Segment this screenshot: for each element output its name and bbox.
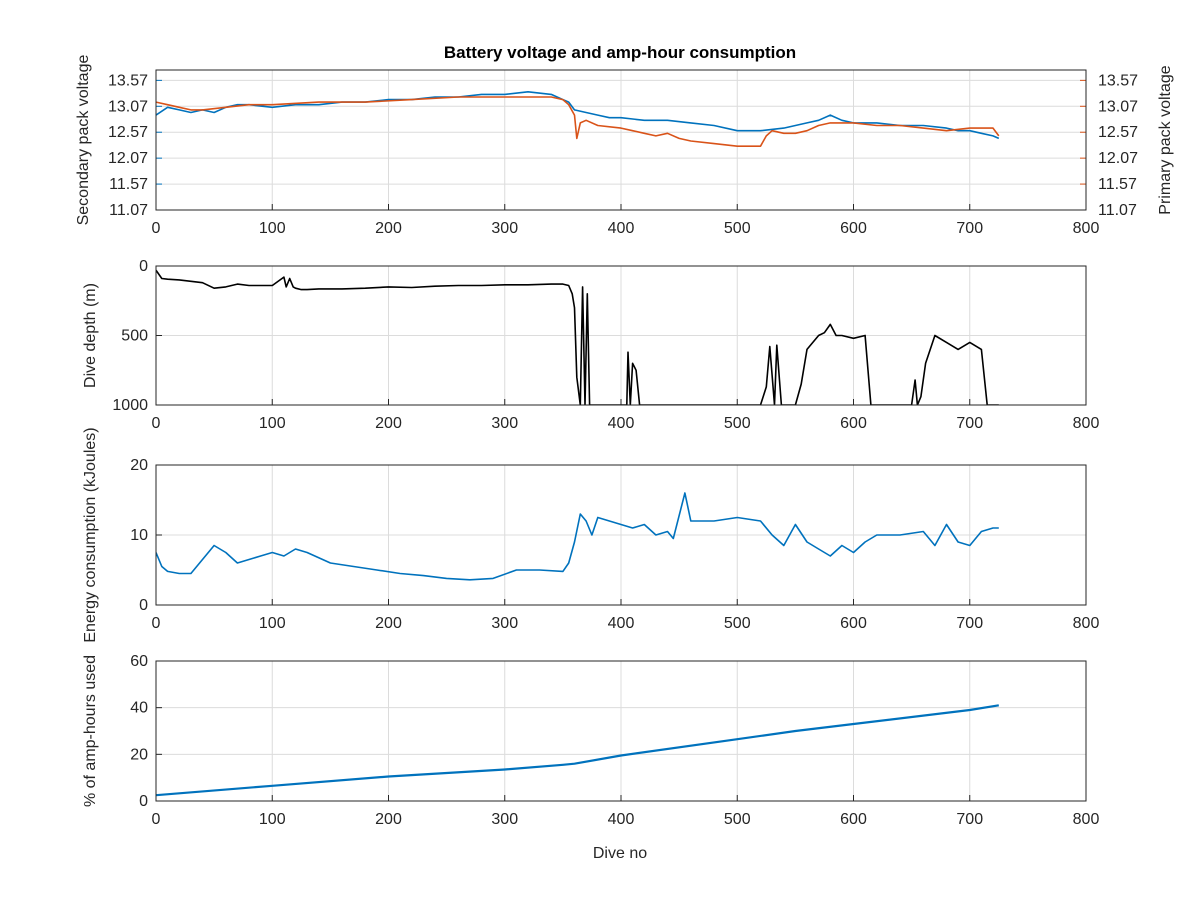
y-tick-label: 10 — [130, 527, 148, 544]
energy-consumption-line — [156, 492, 999, 581]
x-tick-label: 100 — [259, 811, 286, 828]
x-tick-label: 0 — [152, 220, 161, 237]
x-tick-label: 200 — [375, 220, 402, 237]
x-tick-label: 800 — [1073, 615, 1100, 632]
x-tick-label: 200 — [375, 811, 402, 828]
x-tick-label: 700 — [956, 811, 983, 828]
plot-frame — [155, 265, 1087, 406]
x-tick-label: 600 — [840, 615, 867, 632]
x-tick-label: 500 — [724, 220, 751, 237]
x-tick-label: 500 — [724, 615, 751, 632]
x-tick-label: 200 — [375, 615, 402, 632]
x-tick-label: 400 — [608, 415, 635, 432]
x-tick-label: 0 — [152, 615, 161, 632]
of-amp-hours-used-line — [156, 704, 999, 797]
x-axis-label: Dive no — [593, 845, 647, 862]
x-tick-label: 400 — [608, 615, 635, 632]
x-tick-label: 200 — [375, 415, 402, 432]
y-tick-label: 11.57 — [109, 176, 148, 193]
y-tick-label: 13.57 — [108, 72, 148, 89]
secondary-pack-voltage-line — [156, 91, 1000, 140]
y-tick-label: 12.07 — [108, 150, 148, 167]
x-tick-label: 100 — [259, 220, 286, 237]
x-tick-label: 600 — [840, 415, 867, 432]
y-tick-label: 1000 — [112, 397, 148, 414]
x-tick-label: 400 — [608, 811, 635, 828]
y-tick-label: 0 — [139, 258, 148, 275]
x-tick-label: 600 — [840, 220, 867, 237]
x-tick-label: 400 — [608, 220, 635, 237]
x-tick-label: 300 — [491, 415, 518, 432]
y-right-tick-label: 12.57 — [1098, 124, 1138, 141]
y-tick-label: 500 — [121, 328, 148, 345]
y-right-tick-label: 13.07 — [1098, 98, 1138, 115]
x-tick-label: 300 — [491, 615, 518, 632]
y-right-tick-label: 13.57 — [1098, 72, 1138, 89]
x-tick-label: 700 — [956, 415, 983, 432]
axes-group: 0 100 200 300 400 500 600 700 80011.0711.5712.07… — [75, 55, 1174, 828]
x-tick-label: 100 — [259, 615, 286, 632]
y-tick-label: 0 — [139, 793, 148, 810]
x-tick-label: 0 — [152, 811, 161, 828]
y-tick-label: 13.07 — [108, 98, 148, 115]
y-axis-label: Energy consumption (kJoules) — [82, 427, 99, 642]
plot-frame — [155, 660, 1087, 802]
dive-depth-line — [156, 269, 999, 405]
y-right-tick-label: 11.57 — [1098, 176, 1137, 193]
x-tick-label: 300 — [491, 220, 518, 237]
y-tick-label: 60 — [130, 653, 148, 670]
x-tick-label: 0 — [152, 415, 161, 432]
y-axis-label: Secondary pack voltage — [75, 55, 92, 226]
primary-pack-voltage-line — [156, 96, 1000, 147]
x-tick-label: 300 — [491, 811, 518, 828]
y-axis-label: Dive depth (m) — [82, 283, 99, 388]
y-axis-label-right: Primary pack voltage — [1157, 65, 1174, 214]
plot-frame — [155, 69, 1087, 211]
x-tick-label: 800 — [1073, 811, 1100, 828]
y-tick-label: 0 — [139, 597, 148, 614]
y-tick-label: 12.57 — [108, 124, 148, 141]
plot-frame — [155, 464, 1087, 606]
y-right-tick-label: 11.07 — [1098, 202, 1137, 219]
y-tick-label: 20 — [130, 746, 148, 763]
x-tick-label: 600 — [840, 811, 867, 828]
y-axis-label: % of amp-hours used — [82, 655, 99, 807]
x-tick-label: 700 — [956, 220, 983, 237]
y-right-tick-label: 12.07 — [1098, 150, 1138, 167]
x-tick-label: 700 — [956, 615, 983, 632]
x-tick-label: 800 — [1073, 415, 1100, 432]
y-tick-label: 11.07 — [109, 202, 148, 219]
y-tick-label: 40 — [130, 700, 148, 717]
x-tick-label: 500 — [724, 415, 751, 432]
x-tick-label: 500 — [724, 811, 751, 828]
chart-title: Battery voltage and amp-hour consumption — [444, 43, 796, 62]
x-tick-label: 800 — [1073, 220, 1100, 237]
x-tick-label: 100 — [259, 415, 286, 432]
y-tick-label: 20 — [130, 457, 148, 474]
